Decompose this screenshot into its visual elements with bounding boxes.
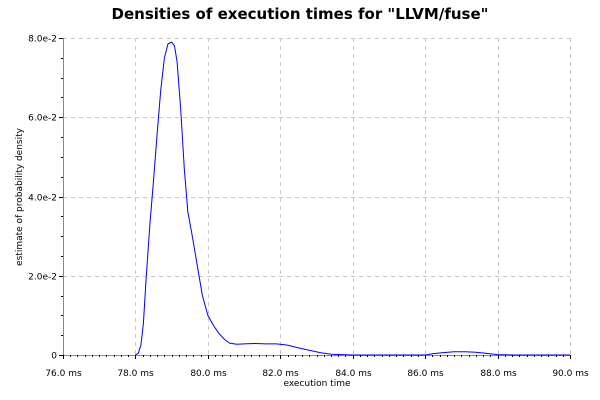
axes bbox=[63, 38, 570, 356]
x-tick-label: 86.0 ms bbox=[407, 369, 444, 379]
y-tick-label: 2.0e-2 bbox=[28, 273, 57, 283]
x-tick-label: 76.0 ms bbox=[45, 369, 82, 379]
y-tick-label: 4.0e-2 bbox=[28, 194, 57, 204]
x-axis-label: execution time bbox=[283, 379, 351, 389]
y-tick-labels: 0 2.0e-2 4.0e-2 6.0e-2 8.0e-2 bbox=[28, 35, 57, 362]
density-line bbox=[135, 41, 570, 356]
series-layer bbox=[135, 41, 570, 356]
x-tick-label: 82.0 ms bbox=[262, 369, 299, 379]
x-tick-label: 90.0 ms bbox=[552, 369, 589, 379]
x-tick-label: 80.0 ms bbox=[190, 369, 227, 379]
x-tick-label: 84.0 ms bbox=[335, 369, 372, 379]
y-axis-label: estimate of probability density bbox=[15, 127, 25, 266]
y-tick-label: 0 bbox=[51, 352, 57, 362]
x-tick-label: 88.0 ms bbox=[480, 369, 517, 379]
grid-lines bbox=[63, 38, 571, 355]
y-tick-label: 6.0e-2 bbox=[28, 114, 57, 124]
x-tick-labels: 76.0 ms 78.0 ms 80.0 ms 82.0 ms 84.0 ms 86.0 … bbox=[45, 369, 589, 379]
chart-title: Densities of execution times for "LLVM/f… bbox=[112, 5, 489, 23]
y-tick-label: 8.0e-2 bbox=[28, 35, 57, 45]
x-tick-label: 78.0 ms bbox=[117, 369, 154, 379]
